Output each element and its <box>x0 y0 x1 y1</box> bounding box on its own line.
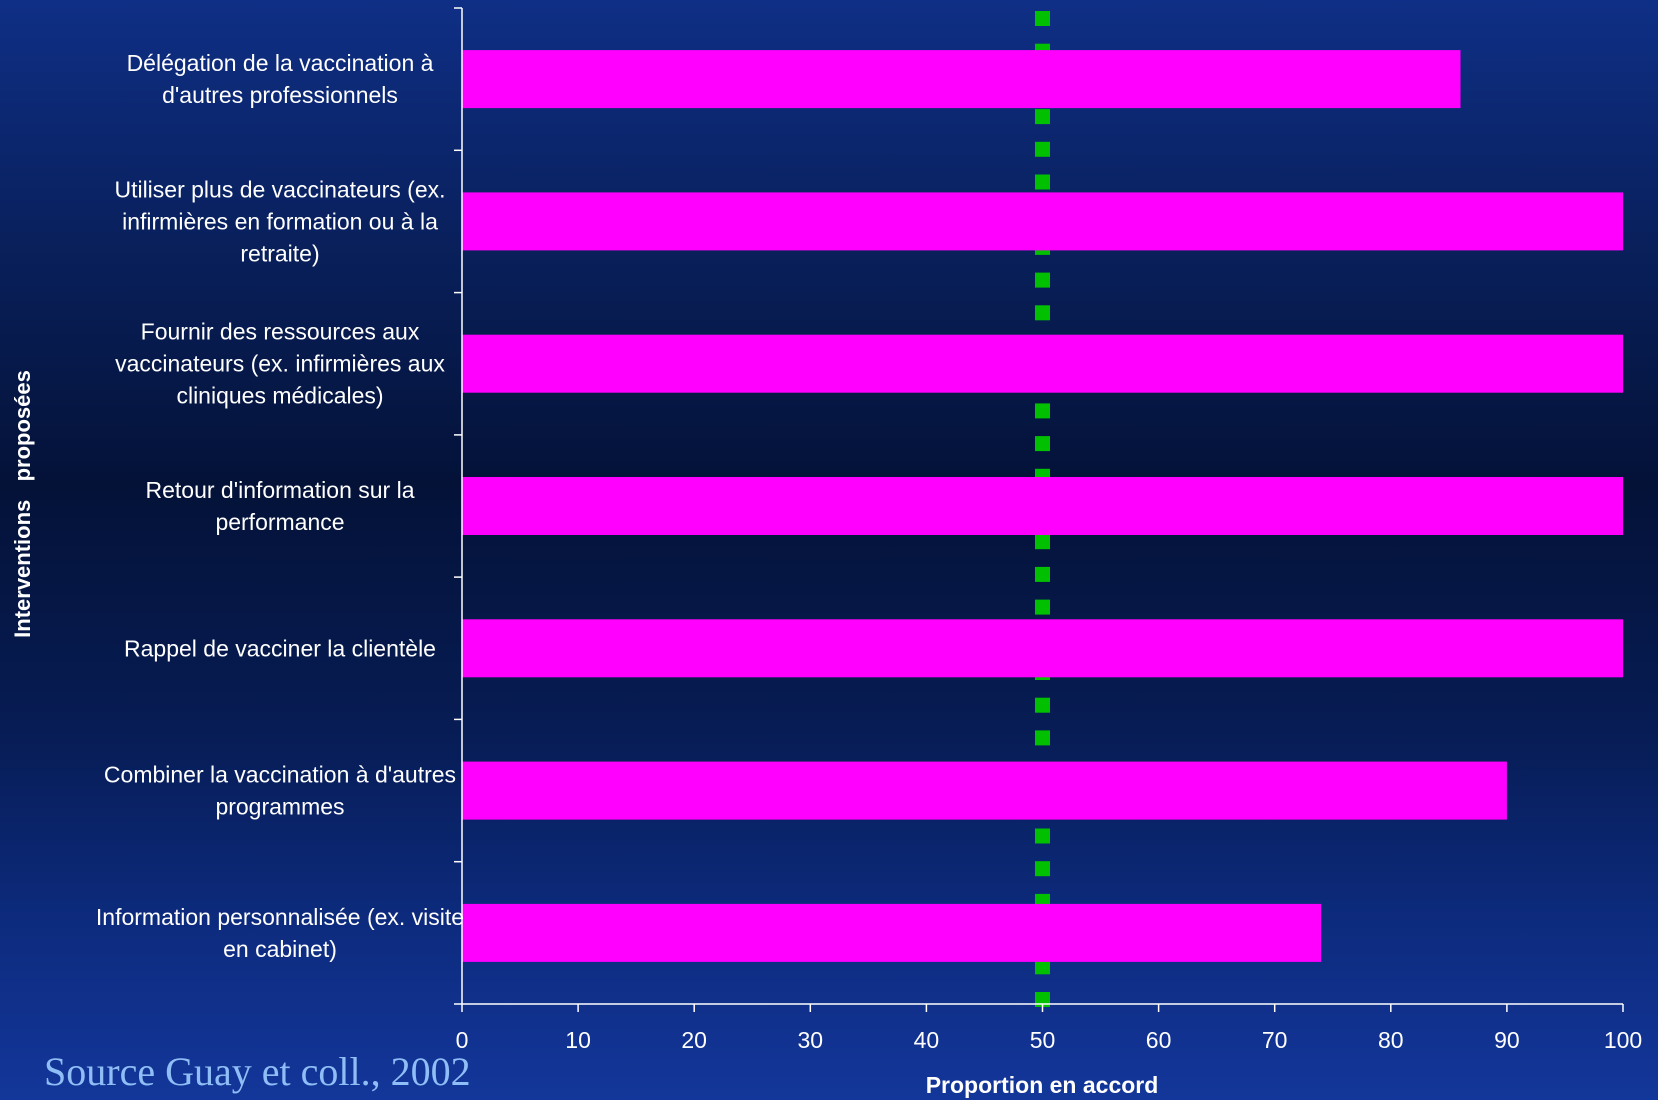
category-label: Délégation de la vaccination à d'autres p… <box>127 50 434 108</box>
y-axis-title: Interventions proposées <box>10 370 35 638</box>
x-tick-label: 10 <box>565 1027 591 1053</box>
bar <box>462 477 1623 535</box>
reference-line-dash <box>1035 141 1050 157</box>
category-label-line: Délégation de la vaccination à <box>127 50 434 76</box>
category-label-line: performance <box>215 509 344 535</box>
category-label: Fournir des ressources aux vaccinateurs (… <box>115 319 445 409</box>
reference-line-dash <box>1035 305 1050 321</box>
reference-line-dash <box>1035 403 1050 419</box>
category-labels: Délégation de la vaccination à d'autres p… <box>96 50 464 962</box>
x-tick-label: 40 <box>914 1027 940 1053</box>
reference-line-dash <box>1035 861 1050 877</box>
category-label-line: retraite) <box>240 240 319 266</box>
reference-line-dash <box>1035 109 1050 125</box>
category-label: Information personnalisée (ex. visite en … <box>96 904 464 962</box>
reference-line-dash <box>1035 599 1050 615</box>
reference-line-dash <box>1035 534 1050 550</box>
bar <box>462 619 1623 678</box>
reference-line-dash <box>1035 174 1050 190</box>
category-label-line: Retour d'information sur la <box>145 477 414 503</box>
reference-line-dash <box>1035 959 1050 975</box>
category-label-line: infirmières en formation ou à la <box>122 208 438 234</box>
x-tick-label: 80 <box>1378 1027 1404 1053</box>
category-label-line: Combiner la vaccination à d'autres <box>104 762 456 788</box>
x-tick-label: 70 <box>1262 1027 1288 1053</box>
x-tick-labels: 0 10 20 30 40 50 60 70 80 90 100 <box>456 1027 1643 1053</box>
reference-line-dash <box>1035 828 1050 844</box>
reference-line-dash <box>1035 11 1050 26</box>
reference-line-dash <box>1035 272 1050 288</box>
axes <box>454 7 1624 1012</box>
category-label: Combiner la vaccination à d'autres progra… <box>104 762 456 820</box>
x-tick-label: 60 <box>1146 1027 1172 1053</box>
bars <box>462 50 1623 962</box>
category-label-line: programmes <box>215 794 344 820</box>
category-label-line: Fournir des ressources aux <box>141 319 420 345</box>
bar <box>462 192 1623 251</box>
category-label: Retour d'information sur la performance <box>145 477 414 535</box>
x-tick-label: 50 <box>1030 1027 1056 1053</box>
bar <box>462 334 1623 393</box>
category-label-line: Rappel de vacciner la clientèle <box>124 635 436 661</box>
bar <box>462 50 1461 109</box>
category-label-line: vaccinateurs (ex. infirmières aux <box>115 351 445 377</box>
bar <box>462 761 1507 820</box>
category-label-line: en cabinet) <box>223 936 337 962</box>
category-label: Rappel de vacciner la clientèle <box>124 635 436 661</box>
x-axis-title: Proportion en accord <box>926 1072 1159 1098</box>
x-tick-label: 30 <box>798 1027 824 1053</box>
category-label-line: cliniques médicales) <box>176 383 383 409</box>
source-citation: Source Guay et coll., 2002 <box>44 1049 471 1094</box>
reference-line-dash <box>1035 566 1050 582</box>
reference-line-dash <box>1035 697 1050 713</box>
category-label-line: Information personnalisée (ex. visite <box>96 904 464 930</box>
reference-line-dash <box>1035 730 1050 746</box>
category-label-line: d'autres professionnels <box>162 82 398 108</box>
bar <box>462 903 1322 962</box>
x-tick-label: 100 <box>1604 1027 1642 1053</box>
x-tick-label: 90 <box>1494 1027 1520 1053</box>
reference-line-dash <box>1035 436 1050 452</box>
category-label: Utiliser plus de vaccinateurs (ex. infirm… <box>114 176 445 266</box>
x-tick-label: 0 <box>456 1027 469 1053</box>
category-label-line: Utiliser plus de vaccinateurs (ex. <box>114 176 445 202</box>
x-tick-label: 20 <box>681 1027 707 1053</box>
